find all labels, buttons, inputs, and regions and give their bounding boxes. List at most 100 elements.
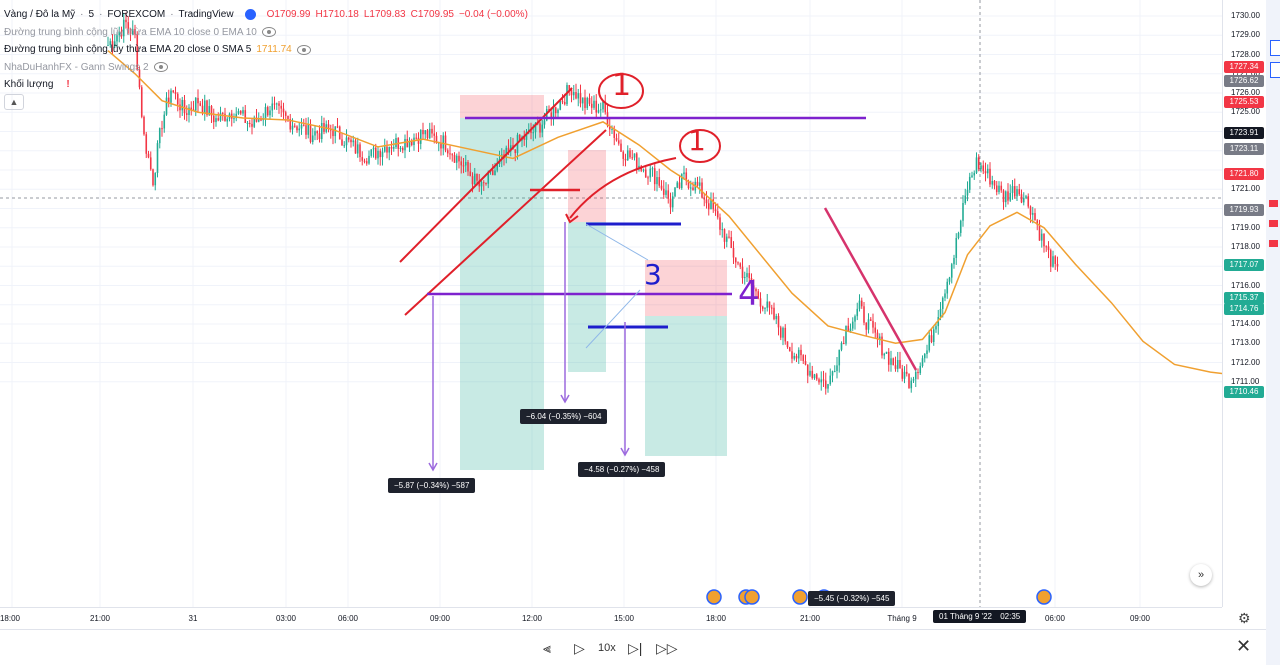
candle	[181, 99, 184, 111]
candle	[176, 93, 179, 105]
candle	[962, 203, 964, 221]
price-tick: 1712.00	[1231, 357, 1260, 367]
alert-marker-icon[interactable]	[1269, 240, 1278, 247]
candle	[183, 99, 186, 114]
select-bar-icon[interactable]: ⫷	[543, 640, 551, 656]
alert-marker-icon[interactable]	[1269, 200, 1278, 207]
candle	[575, 92, 577, 99]
eye-icon[interactable]	[153, 62, 168, 73]
candle	[417, 137, 420, 144]
candle	[608, 125, 611, 130]
eye-icon[interactable]	[296, 44, 311, 55]
eye-icon[interactable]	[261, 27, 276, 38]
chart-pane[interactable]: Vàng / Đô la Mỹ · 5 · FOREXCOM · Trading…	[0, 0, 1222, 607]
ohlc-low: L1709.83	[363, 9, 406, 20]
candle	[766, 301, 769, 308]
candle	[525, 131, 528, 140]
step-forward-icon[interactable]: ▷|	[628, 640, 643, 656]
legend-ema10-row[interactable]: Đường trung bình cộng lũy thừa EMA 10 cl…	[4, 24, 528, 42]
candle	[401, 147, 404, 151]
play-icon[interactable]: ▷	[574, 640, 585, 656]
candle	[320, 123, 323, 139]
candle	[998, 185, 1000, 193]
replay-speed[interactable]: 10x	[598, 642, 616, 654]
short-position-stop-zone	[568, 150, 606, 222]
warning-icon[interactable]: !	[66, 79, 70, 90]
candle	[311, 135, 314, 142]
candle	[561, 101, 564, 103]
candle	[473, 173, 476, 185]
candle	[671, 196, 674, 208]
chevron-up-icon[interactable]: ▲	[4, 93, 24, 110]
measure-label-4[interactable]: −5.45 (−0.32%) −545	[808, 591, 896, 606]
candle	[912, 379, 915, 381]
candle	[266, 107, 269, 116]
candle	[788, 347, 791, 352]
sidebar-tab-icon[interactable]	[1270, 62, 1280, 78]
candle	[235, 113, 238, 119]
candle	[212, 115, 215, 123]
alert-marker-icon[interactable]	[1269, 220, 1278, 227]
ema20-label: Đường trung bình cộng lũy thừa EMA 20 cl…	[4, 44, 252, 55]
annotation-1-mid[interactable]: 1	[688, 124, 706, 157]
candle	[975, 157, 978, 173]
legend-volume-row[interactable]: Khối lượng !	[4, 76, 528, 94]
candle	[579, 93, 582, 104]
interval[interactable]: 5	[88, 9, 95, 20]
jump-to-realtime-icon[interactable]: ▷▷	[656, 640, 678, 656]
price-label: 1726.62	[1224, 75, 1264, 88]
candle	[703, 197, 706, 200]
candle	[851, 321, 854, 329]
measure-label-1[interactable]: −5.87 (−0.34%) −587	[388, 478, 476, 493]
time-axis[interactable]: 18:00 21:00 31 03:00 06:00 09:00 12:00 15:00 18:…	[0, 607, 1251, 630]
measure-label-3[interactable]: −4.58 (−0.27%) −458	[578, 462, 666, 477]
close-icon[interactable]: ✕	[1236, 636, 1252, 656]
candle	[764, 307, 766, 309]
candle	[388, 146, 391, 153]
time-tick: 09:00	[429, 614, 451, 623]
sidebar-tab-icon[interactable]	[1270, 40, 1280, 56]
candle	[316, 131, 319, 134]
candle	[692, 187, 694, 191]
candle	[462, 165, 465, 167]
candle	[1056, 263, 1059, 267]
candle	[932, 329, 935, 343]
candle	[827, 384, 829, 389]
candle	[572, 92, 575, 96]
candle	[291, 125, 294, 130]
candle	[1013, 186, 1016, 197]
price-label: 1723.11	[1224, 142, 1264, 155]
candle	[566, 85, 568, 105]
annotation-3[interactable]: 3	[644, 258, 662, 291]
price-label: 1725.53	[1224, 96, 1264, 109]
candle	[784, 327, 787, 342]
candle	[170, 90, 172, 103]
candle	[226, 118, 229, 122]
annotation-4[interactable]: 4	[738, 274, 760, 314]
candle	[721, 229, 724, 231]
candle	[480, 182, 483, 187]
candle	[127, 22, 130, 29]
measure-label-2[interactable]: −6.04 (−0.35%) −604	[520, 409, 608, 424]
candle	[613, 128, 616, 138]
candle	[563, 101, 566, 105]
candle	[1038, 224, 1041, 241]
candle	[410, 140, 413, 146]
candle	[246, 122, 249, 124]
ohlc-high: H1710.18	[315, 9, 359, 20]
price-axis[interactable]: 1730.00 1729.00 1728.00 1727.00 1726.00 1725.…	[1222, 0, 1267, 607]
candle	[460, 161, 463, 166]
symbol-name[interactable]: Vàng / Đô la Mỹ	[4, 9, 76, 20]
scroll-to-latest-button[interactable]: »	[1190, 564, 1212, 586]
candle	[239, 111, 242, 114]
candle	[464, 162, 467, 166]
settings-icon[interactable]: ⚙	[1238, 610, 1251, 626]
legend-ema20-row[interactable]: Đường trung bình cộng lũy thừa EMA 20 cl…	[4, 41, 528, 59]
legend-gann-row[interactable]: NhaDuHanhFX - Gann Swings 2	[4, 59, 528, 77]
price-label: 1723.91	[1224, 127, 1264, 140]
candle	[991, 180, 994, 185]
candle	[905, 371, 908, 374]
candle	[887, 351, 890, 365]
annotation-1-top[interactable]: 1	[612, 68, 632, 103]
candle	[732, 247, 735, 258]
